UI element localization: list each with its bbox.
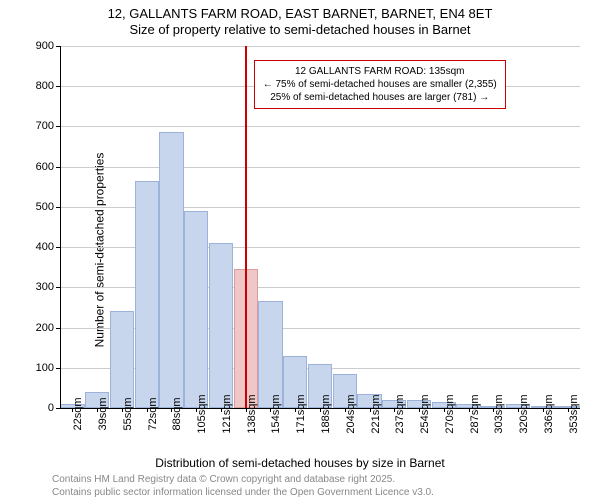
y-tick-label: 300 — [36, 281, 54, 293]
y-axis-line — [60, 46, 61, 408]
x-tick-label: 171sqm — [295, 394, 307, 433]
chart-title: 12, GALLANTS FARM ROAD, EAST BARNET, BAR… — [0, 6, 600, 39]
gridline — [60, 46, 580, 47]
x-tick-label: 353sqm — [568, 394, 580, 433]
y-tick-label: 700 — [36, 120, 54, 132]
histogram-bar — [135, 181, 159, 408]
x-tick-label: 138sqm — [246, 394, 258, 433]
x-tick-label: 188sqm — [320, 394, 332, 433]
x-tick-label: 121sqm — [221, 394, 233, 433]
y-tick-label: 0 — [48, 402, 54, 414]
x-axis-label: Distribution of semi-detached houses by … — [0, 456, 600, 470]
y-tick-label: 400 — [36, 241, 54, 253]
x-tick-label: 237sqm — [394, 394, 406, 433]
histogram-bar — [209, 243, 233, 408]
x-tick-label: 72sqm — [147, 397, 159, 430]
x-tick-label: 105sqm — [196, 394, 208, 433]
y-tick-label: 200 — [36, 322, 54, 334]
footnote: Contains HM Land Registry data © Crown c… — [52, 474, 434, 499]
footnote-line-1: Contains HM Land Registry data © Crown c… — [52, 474, 395, 485]
y-tick-label: 600 — [36, 161, 54, 173]
y-tick-label: 900 — [36, 40, 54, 52]
x-axis-line — [60, 408, 580, 409]
plot-area: 010020030040050060070080090022sqm39sqm55… — [60, 46, 580, 408]
x-tick-label: 88sqm — [171, 397, 183, 430]
x-tick-label: 154sqm — [270, 394, 282, 433]
gridline — [60, 126, 580, 127]
x-tick-label: 270sqm — [444, 394, 456, 433]
legend-line-1: 12 GALLANTS FARM ROAD: 135sqm — [295, 66, 465, 77]
gridline — [60, 167, 580, 168]
y-tick-label: 500 — [36, 201, 54, 213]
marker-line — [245, 46, 247, 408]
x-tick-label: 204sqm — [345, 394, 357, 433]
legend-box: 12 GALLANTS FARM ROAD: 135sqm ← 75% of se… — [254, 60, 506, 109]
title-line-1: 12, GALLANTS FARM ROAD, EAST BARNET, BAR… — [108, 6, 493, 21]
x-tick-label: 22sqm — [72, 397, 84, 430]
y-tick-label: 100 — [36, 362, 54, 374]
histogram-chart: 12, GALLANTS FARM ROAD, EAST BARNET, BAR… — [0, 0, 600, 500]
x-tick-label: 303sqm — [493, 394, 505, 433]
histogram-bar — [159, 132, 183, 408]
histogram-bar — [258, 301, 282, 408]
histogram-bar — [110, 311, 134, 408]
x-tick-label: 221sqm — [370, 394, 382, 433]
footnote-line-2: Contains public sector information licen… — [52, 487, 434, 498]
x-tick-label: 287sqm — [469, 394, 481, 433]
x-tick-label: 320sqm — [518, 394, 530, 433]
legend-line-2: ← 75% of semi-detached houses are smalle… — [263, 79, 497, 90]
y-tick-label: 800 — [36, 80, 54, 92]
x-tick-label: 39sqm — [97, 397, 109, 430]
x-tick-label: 55sqm — [122, 397, 134, 430]
legend-line-3: 25% of semi-detached houses are larger (… — [270, 92, 489, 103]
title-line-2: Size of property relative to semi-detach… — [129, 22, 470, 37]
x-tick-label: 336sqm — [543, 394, 555, 433]
x-tick-label: 254sqm — [419, 394, 431, 433]
histogram-bar — [184, 211, 208, 408]
